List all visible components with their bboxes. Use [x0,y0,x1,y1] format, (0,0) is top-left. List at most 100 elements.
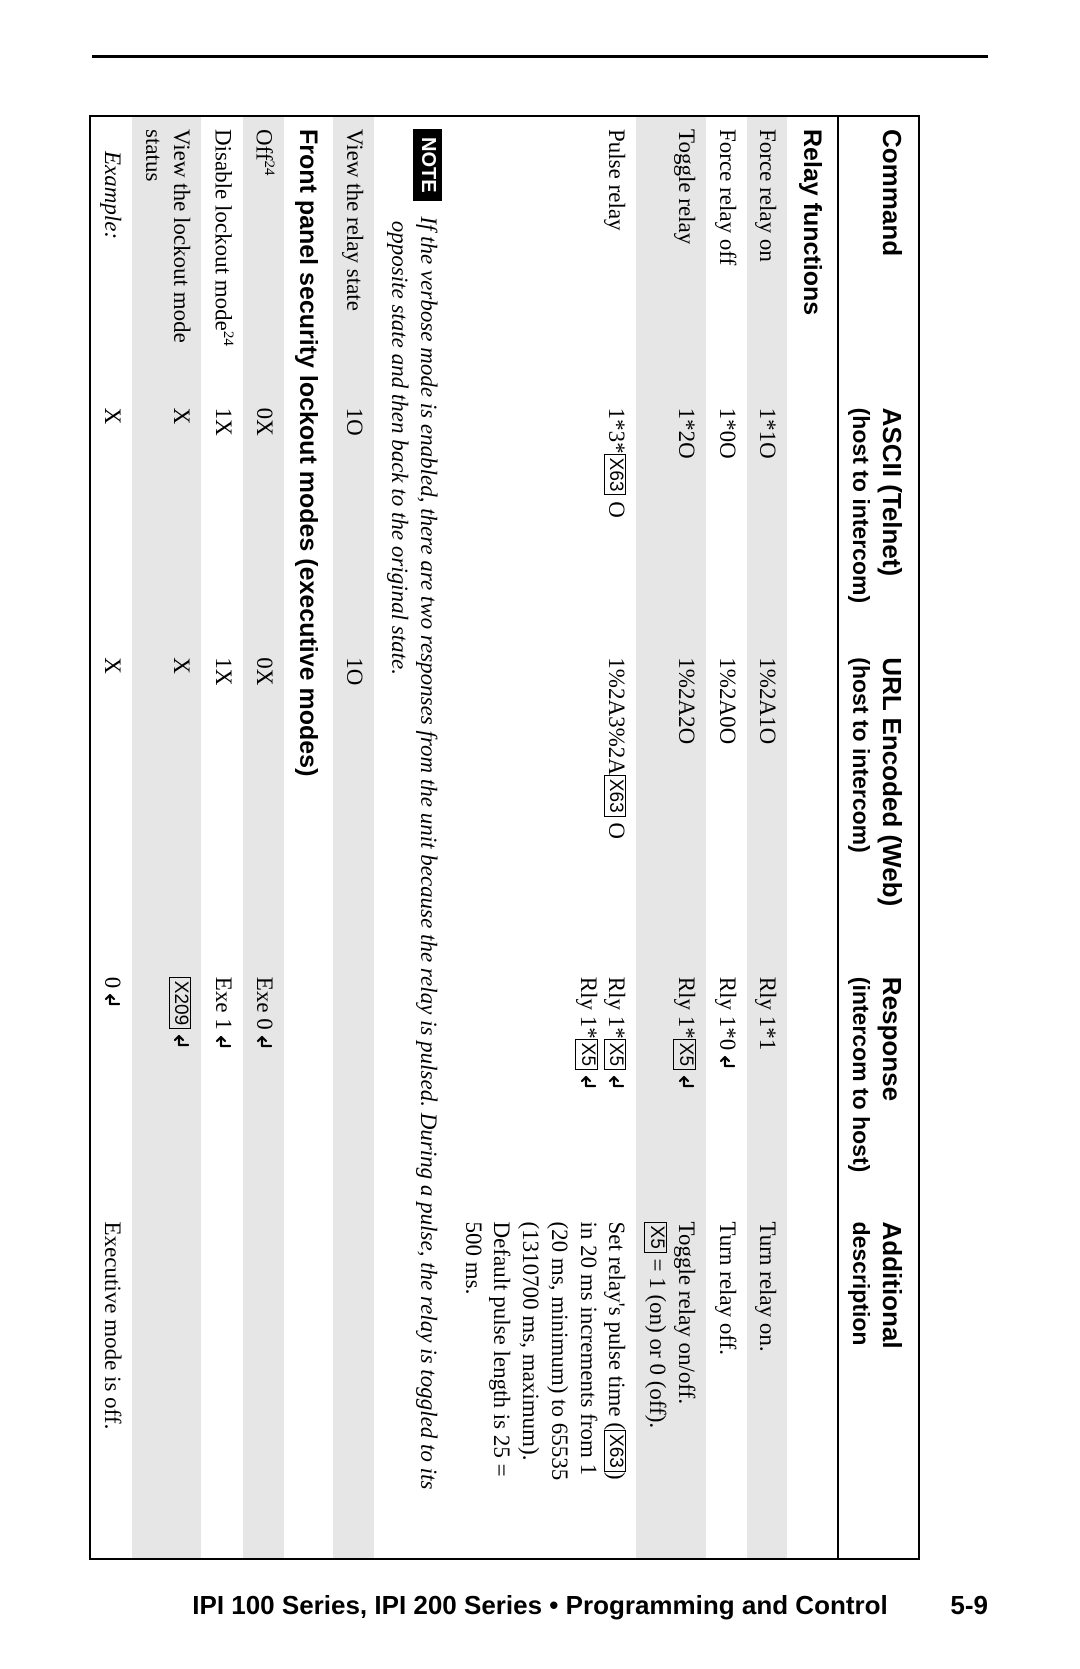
head-c5-sub: description [847,1222,876,1546]
crlf-icon [214,1030,232,1052]
row-example: Example: X X 0 Executive mode is off. [90,116,132,1559]
note-cell: NOTE If the verbose mode is enabled, the… [374,116,452,1559]
note-label: NOTE [413,129,442,201]
r2-ascii: 1*0O [706,396,747,646]
section-relay-functions: Relay functions [788,116,838,1559]
row-force-relay-off: Force relay off 1*0O 1%2A0O Rly 1*0 Turn… [706,116,747,1559]
r4-d6: 500 ms. [461,1222,486,1295]
r6-cmd-a: Off [252,129,277,161]
r3-resp-box: X5 [673,1039,696,1070]
head-c1: Command [877,129,907,256]
col-url: URL Encoded (Web)(host to intercom) [838,645,919,965]
r2-desc: Turn relay off. [706,1210,747,1559]
row-force-relay-on: Force relay on 1*1O 1%2A1O Rly 1*1 Turn … [747,116,788,1559]
r3-resp: Rly 1*X5 [637,965,707,1210]
r5-url: 1O [334,645,375,965]
command-table: Command ASCII (Telnet)(host to intercom)… [89,115,920,1560]
r6-cmd-sup: 24 [261,161,277,176]
top-rule [92,55,988,58]
r4-d1b: ) [605,1472,630,1480]
head-c2-sub: (host to intercom) [847,408,876,634]
r4-d5: Default pulse length is 25 = [490,1222,515,1477]
r8-resp-box: X209 [169,977,192,1029]
r3-desc-box: X5 [644,1222,667,1253]
r7-resp: Exe 1 [201,965,242,1210]
head-c5: Additional [877,1222,907,1349]
col-desc: Additionaldescription [838,1210,919,1559]
r8-ascii: X [132,396,202,646]
head-c4-sub: (intercom to host) [847,977,876,1198]
r8-resp: X209 [132,965,202,1210]
r9-ascii: X [90,396,132,646]
row-note: NOTE If the verbose mode is enabled, the… [374,116,452,1559]
row-toggle-relay: Toggle relay 1*2O 1%2A2O Rly 1*X5 Toggle… [637,116,707,1559]
rotated-table-inner: Command ASCII (Telnet)(host to intercom)… [89,115,920,1560]
crlf-icon [677,1070,695,1092]
note-text1: If the verbose mode is enabled, there ar… [416,216,441,1489]
r4-url-a: 1%2A3%2A [605,657,630,775]
r4-cmd: Pulse relay [452,116,637,396]
col-command: Command [838,116,919,396]
r9-cmd: Example: [90,116,132,396]
r9-resp: 0 [90,965,132,1210]
r4-d3: (20 ms, minimum) to 65535 [547,1222,572,1481]
r8-url: X [132,645,202,965]
r4-desc: Set relay's pulse time (X63) in 20 ms in… [452,1210,637,1559]
r4-resp: Rly 1*X5 Rly 1*X5 [452,965,637,1210]
r3-ascii: 1*2O [637,396,707,646]
section1-cell: Relay functions [788,116,838,1559]
r4-url: 1%2A3%2AX63 O [452,645,637,965]
r3-resp-a: Rly 1* [674,977,699,1039]
r9-url: X [90,645,132,965]
r1-desc: Turn relay on. [747,1210,788,1559]
note-text2: opposite state and then back to the orig… [387,221,412,675]
r1-ascii: 1*1O [747,396,788,646]
crlf-icon [103,988,121,1010]
r4-resp2-a: Rly 1* [576,977,601,1039]
row-view-lockout-status: View the lockout mode status X X X209 [132,116,202,1559]
r8-desc [132,1210,202,1559]
row-view-relay-state: View the relay state 1O 1O [334,116,375,1559]
table-header-row: Command ASCII (Telnet)(host to intercom)… [838,116,919,1559]
r2-resp-text: Rly 1*0 [715,977,740,1050]
r7-desc [201,1210,242,1559]
r4-resp1-a: Rly 1* [605,977,630,1039]
r1-resp: Rly 1*1 [747,965,788,1210]
r4-ascii: 1*3*X63 O [452,396,637,646]
r5-desc [334,1210,375,1559]
r5-resp [334,965,375,1210]
r7-cmd-sup: 24 [220,331,236,346]
r9-resp-text: 0 [100,977,125,989]
head-c3-sub: (host to intercom) [847,657,876,953]
crlf-icon [255,1030,273,1052]
r4-resp2-box: X5 [575,1039,598,1070]
r1-url: 1%2A1O [747,645,788,965]
r3-desc: Toggle relay on/off. X5 = 1 (on) or 0 (o… [637,1210,707,1559]
r4-d2: in 20 ms increments from 1 [576,1222,601,1476]
r7-ascii: 1X [201,396,242,646]
r4-ascii-a: 1*3* [605,408,630,454]
r4-d1box: X63 [604,1430,627,1472]
r2-resp: Rly 1*0 [706,965,747,1210]
r4-d1a: Set relay's pulse time ( [605,1222,630,1431]
r3-desc-b2: = 1 (on) or 0 (off). [645,1253,670,1428]
r4-url-b: O [605,817,630,839]
r4-url-box: X63 [604,775,627,817]
r4-resp1-box: X5 [604,1039,627,1070]
page-footer: IPI 100 Series, IPI 200 Series • Program… [0,1590,1080,1621]
row-pulse-relay: Pulse relay 1*3*X63 O 1%2A3%2AX63 O Rly … [452,116,637,1559]
r7-resp-text: Exe 1 [211,977,236,1030]
r6-cmd: Off24 [243,116,284,396]
r7-cmd-a: Disable lockout mode [210,129,235,331]
page-number: 5-9 [950,1590,988,1621]
r6-resp: Exe 0 [243,965,284,1210]
r3-desc-a: Toggle relay on/off. [674,1222,699,1405]
r6-url: 0X [243,645,284,965]
r6-desc [243,1210,284,1559]
r7-url: 1X [201,645,242,965]
r3-url: 1%2A2O [637,645,707,965]
head-c3: URL Encoded (Web) [877,657,907,906]
r4-d4: (1310700 ms, maximum). [518,1222,543,1461]
r2-cmd: Force relay off [706,116,747,396]
col-response: Response(intercom to host) [838,965,919,1210]
